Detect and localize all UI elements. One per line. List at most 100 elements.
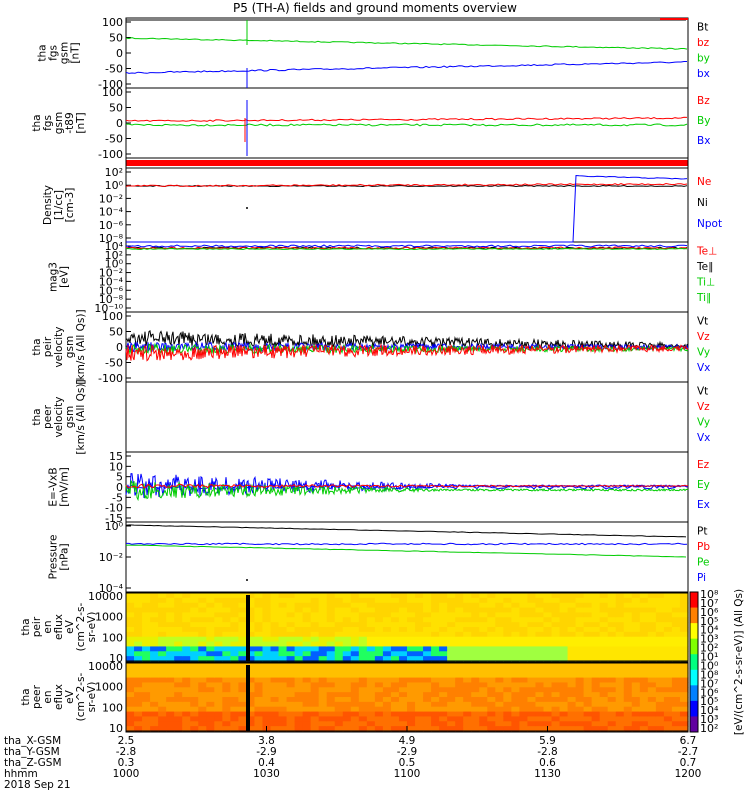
y-axis-label: velocity bbox=[53, 396, 65, 437]
legend-entry: Ey bbox=[697, 479, 710, 491]
footer-value: 0.4 bbox=[258, 757, 275, 769]
y-axis-label: gsm bbox=[59, 42, 71, 64]
legend-entry: Vt bbox=[697, 385, 708, 397]
footer-value: 3.8 bbox=[258, 735, 275, 747]
data-gap bbox=[246, 665, 250, 731]
legend-entry: Bx bbox=[697, 135, 710, 147]
y-axis-label: fgs bbox=[42, 115, 54, 131]
legend-entry: Vx bbox=[697, 362, 710, 374]
y-tick-label: -100 bbox=[98, 78, 123, 91]
y-axis-label: eflux bbox=[53, 684, 65, 710]
colorbar-segment bbox=[690, 623, 698, 640]
y-axis-label: tha bbox=[31, 408, 43, 425]
panel-pressure bbox=[125, 521, 689, 593]
y-tick-label: 10 bbox=[109, 652, 123, 665]
y-axis-label: gsm bbox=[64, 336, 76, 358]
legend-entry: Ni bbox=[697, 197, 708, 209]
panel-frame bbox=[125, 87, 689, 159]
y-tick-label: 0 bbox=[116, 117, 123, 130]
legend-entry: Pi bbox=[697, 572, 706, 584]
y-axis-label: [mV/m] bbox=[59, 467, 71, 506]
colorbar-segment bbox=[690, 669, 698, 686]
panel-frame bbox=[125, 17, 689, 89]
y-tick-label: 50 bbox=[109, 102, 123, 115]
y-axis-label: peir bbox=[31, 616, 43, 637]
legend-entry: Te∥ bbox=[696, 261, 713, 273]
legend-entry: by bbox=[697, 53, 710, 65]
legend-entry: Pe bbox=[697, 557, 709, 569]
colorbar-segment bbox=[690, 654, 698, 671]
y-tick-label: 10⁴ bbox=[105, 240, 124, 253]
y-axis-label: [nT] bbox=[70, 42, 82, 63]
panel-density bbox=[125, 167, 689, 243]
y-axis-label: tha bbox=[20, 618, 32, 635]
panel-frame bbox=[125, 521, 689, 593]
y-axis-label: sr-eV) bbox=[86, 612, 98, 643]
y-tick-label: 10² bbox=[105, 249, 123, 262]
y-tick-label: 5 bbox=[116, 471, 123, 484]
legend-entry: Pt bbox=[697, 525, 707, 537]
y-tick-label: 10⁻¹⁰ bbox=[94, 302, 123, 315]
y-tick-label: 10⁻⁸ bbox=[99, 293, 124, 306]
y-tick-label: 1000 bbox=[95, 681, 123, 694]
y-tick-label: 10 bbox=[109, 722, 123, 735]
y-axis-label: en bbox=[42, 690, 54, 703]
footer-value: 5.9 bbox=[539, 735, 556, 747]
colorbar-tick-label: 10⁷ bbox=[700, 597, 718, 610]
footer-value: -2.9 bbox=[256, 746, 277, 758]
y-tick-label: 50 bbox=[109, 326, 123, 339]
y-tick-label: 10 bbox=[109, 460, 123, 473]
y-tick-label: 100 bbox=[102, 310, 123, 323]
colorbar-tick-label: 10⁷ bbox=[700, 677, 718, 690]
y-tick-label: 10⁻⁴ bbox=[99, 582, 124, 595]
colorbar-tick-label: 10⁸ bbox=[700, 588, 719, 601]
data-gap bbox=[246, 595, 250, 661]
colorbar-tick-label: 10⁶ bbox=[700, 606, 719, 619]
y-tick-label: -10 bbox=[105, 502, 123, 515]
colorbar-tick-label: 10⁰ bbox=[700, 659, 719, 672]
y-tick-label: 100 bbox=[102, 16, 123, 29]
legend-entry: Pb bbox=[697, 541, 710, 553]
y-axis-label: [eV] bbox=[59, 266, 71, 288]
colorbar-tick-label: 10³ bbox=[700, 713, 718, 726]
y-axis-label: Pressure bbox=[48, 535, 60, 580]
y-tick-label: 0 bbox=[116, 341, 123, 354]
series-Vz bbox=[125, 343, 689, 362]
footer-value: 4.9 bbox=[399, 735, 416, 747]
footer-value: 1100 bbox=[394, 768, 421, 780]
footer-value: 6.7 bbox=[680, 735, 697, 747]
colorbar bbox=[689, 591, 699, 733]
y-axis-label: mag3 bbox=[48, 262, 60, 292]
series-By bbox=[125, 123, 688, 127]
y-axis-label: [km/s (All Qs)] bbox=[75, 309, 87, 384]
y-tick-label: 100 bbox=[102, 701, 123, 714]
y-tick-label: 10⁻⁸ bbox=[99, 232, 124, 245]
footer-value: 1000 bbox=[113, 768, 140, 780]
y-tick-label: 10⁰ bbox=[105, 179, 124, 192]
series-Bz bbox=[125, 116, 688, 122]
y-axis-label: gsm bbox=[53, 112, 65, 134]
y-axis-label: fgs bbox=[48, 45, 60, 61]
y-tick-label: 10⁻² bbox=[99, 267, 123, 280]
footer-row-label: 2018 Sep 21 bbox=[4, 779, 71, 791]
series-Pe bbox=[125, 544, 687, 558]
y-axis-label: tha bbox=[20, 688, 32, 705]
y-tick-label: -100 bbox=[98, 148, 123, 161]
y-tick-label: 10⁰ bbox=[105, 520, 124, 533]
footer-row-label: tha_X-GSM bbox=[4, 735, 61, 747]
footer-value: -2.8 bbox=[537, 746, 558, 758]
panel-peer-vel bbox=[125, 381, 689, 453]
legend-entry: Ti⊥ bbox=[696, 277, 715, 289]
series-Te-perp bbox=[125, 246, 688, 250]
peer-spectrogram bbox=[125, 662, 689, 732]
legend-entry: Ti∥ bbox=[696, 292, 711, 304]
y-axis-label: tha bbox=[31, 338, 43, 355]
y-tick-label: 0 bbox=[116, 481, 123, 494]
y-tick-label: -50 bbox=[105, 63, 123, 76]
y-axis-label: E=-VxB bbox=[48, 467, 60, 506]
legend-entry: Vt bbox=[697, 315, 708, 327]
legend-entry: bx bbox=[697, 68, 710, 80]
colorbar-tick-label: 10⁵ bbox=[700, 615, 718, 628]
y-axis-label: eflux bbox=[53, 614, 65, 640]
